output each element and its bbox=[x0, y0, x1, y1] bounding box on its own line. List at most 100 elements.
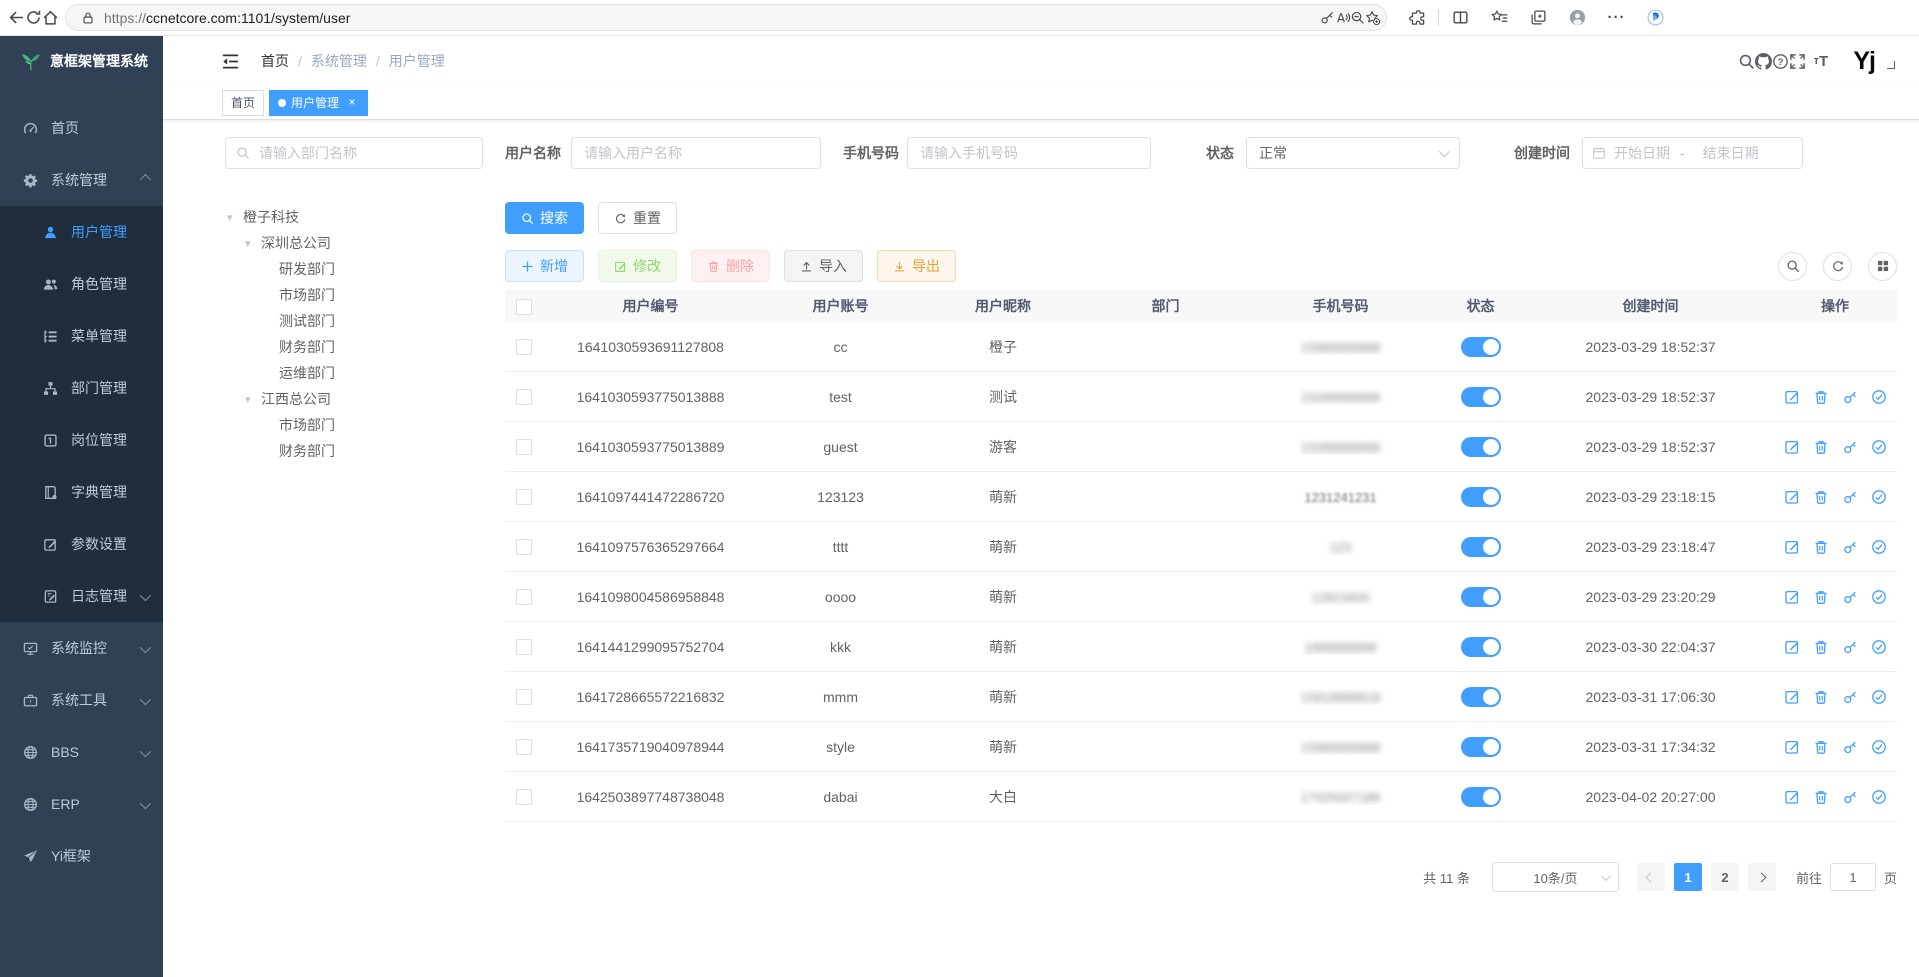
split-screen-icon[interactable] bbox=[1441, 9, 1480, 26]
sidebar-item-BBS[interactable]: BBS bbox=[0, 726, 163, 778]
check-circle-icon[interactable] bbox=[1871, 739, 1887, 755]
sidebar-item-Yi框架[interactable]: Yi框架 bbox=[0, 830, 163, 882]
status-toggle[interactable] bbox=[1460, 386, 1501, 407]
sidebar-item-参数设置[interactable]: 参数设置 bbox=[0, 518, 163, 570]
trash-icon[interactable] bbox=[1813, 389, 1829, 405]
import-button[interactable]: 导入 bbox=[784, 250, 863, 282]
trash-icon[interactable] bbox=[1813, 639, 1829, 655]
edit-icon[interactable] bbox=[1784, 739, 1800, 755]
search-button[interactable]: 搜索 bbox=[505, 202, 584, 234]
row-checkbox[interactable] bbox=[516, 589, 532, 606]
tree-node-财务部门[interactable]: 财务部门 bbox=[225, 334, 483, 360]
check-circle-icon[interactable] bbox=[1871, 589, 1887, 605]
edit-icon[interactable] bbox=[1784, 789, 1800, 805]
row-checkbox[interactable] bbox=[516, 639, 532, 656]
trash-icon[interactable] bbox=[1813, 439, 1829, 455]
tree-node-运维部门[interactable]: 运维部门 bbox=[225, 360, 483, 386]
status-toggle[interactable] bbox=[1460, 786, 1501, 807]
sidebar-item-系统管理[interactable]: 系统管理 bbox=[0, 154, 163, 206]
key-icon[interactable] bbox=[1842, 439, 1858, 455]
key-icon[interactable] bbox=[1842, 389, 1858, 405]
check-circle-icon[interactable] bbox=[1871, 689, 1887, 705]
tree-node-研发部门[interactable]: 研发部门 bbox=[225, 256, 483, 282]
date-range-picker[interactable]: 开始日期 - 结束日期 bbox=[1582, 137, 1803, 169]
sidebar-item-岗位管理[interactable]: 岗位管理 bbox=[0, 414, 163, 466]
user-avatar[interactable]: Yj bbox=[1853, 46, 1876, 75]
page-button-2[interactable]: 2 bbox=[1710, 863, 1739, 891]
row-checkbox[interactable] bbox=[516, 339, 532, 356]
reset-button[interactable]: 重置 bbox=[598, 202, 677, 234]
status-toggle[interactable] bbox=[1460, 436, 1501, 457]
add-button[interactable]: 新增 bbox=[505, 250, 584, 282]
sidebar-item-部门管理[interactable]: 部门管理 bbox=[0, 362, 163, 414]
sidebar-item-首页[interactable]: 首页 bbox=[0, 102, 163, 154]
tree-node-市场部门[interactable]: 市场部门 bbox=[225, 282, 483, 308]
status-toggle[interactable] bbox=[1460, 536, 1501, 557]
trash-icon[interactable] bbox=[1813, 539, 1829, 555]
read-aloud-icon[interactable] bbox=[1335, 10, 1350, 25]
next-page-button[interactable] bbox=[1747, 863, 1776, 891]
edit-icon[interactable] bbox=[1784, 489, 1800, 505]
row-checkbox[interactable] bbox=[516, 489, 532, 506]
sidebar-item-系统工具[interactable]: 系统工具 bbox=[0, 674, 163, 726]
goto-page-input[interactable] bbox=[1829, 863, 1876, 891]
status-toggle[interactable] bbox=[1460, 336, 1501, 357]
tree-node-江西总公司[interactable]: ▾ 江西总公司 bbox=[225, 386, 483, 412]
chevron-down-icon[interactable] bbox=[1887, 61, 1895, 69]
sidebar-item-用户管理[interactable]: 用户管理 bbox=[0, 206, 163, 258]
sidebar-item-角色管理[interactable]: 角色管理 bbox=[0, 258, 163, 310]
tree-node-橙子科技[interactable]: ▾ 橙子科技 bbox=[225, 204, 483, 230]
dept-search-input[interactable] bbox=[257, 144, 472, 162]
address-bar[interactable]: https://ccnetcore.com:1101/system/user bbox=[65, 4, 1387, 31]
browser-back-icon[interactable] bbox=[8, 9, 25, 26]
page-button-1[interactable]: 1 bbox=[1673, 863, 1702, 891]
trash-icon[interactable] bbox=[1813, 689, 1829, 705]
edit-icon[interactable] bbox=[1784, 539, 1800, 555]
tree-node-市场部门[interactable]: 市场部门 bbox=[225, 412, 483, 438]
header-search-icon[interactable] bbox=[1738, 53, 1755, 70]
column-settings-button[interactable] bbox=[1868, 251, 1897, 281]
browser-profile-icon[interactable] bbox=[1569, 9, 1586, 26]
key-icon[interactable] bbox=[1842, 489, 1858, 505]
key-icon[interactable] bbox=[1842, 739, 1858, 755]
trash-icon[interactable] bbox=[1813, 739, 1829, 755]
tab-home[interactable]: 首页 bbox=[222, 89, 265, 116]
collections-icon[interactable] bbox=[1519, 9, 1558, 26]
row-checkbox[interactable] bbox=[516, 539, 532, 556]
extensions-icon[interactable] bbox=[1397, 9, 1436, 26]
key-icon[interactable] bbox=[1842, 789, 1858, 805]
status-toggle[interactable] bbox=[1460, 736, 1501, 757]
status-toggle[interactable] bbox=[1460, 636, 1501, 657]
username-input[interactable] bbox=[571, 137, 821, 169]
status-toggle[interactable] bbox=[1460, 486, 1501, 507]
add-favorite-icon[interactable] bbox=[1365, 10, 1380, 25]
phone-input[interactable] bbox=[907, 137, 1151, 169]
browser-home-icon[interactable] bbox=[42, 9, 59, 26]
fullscreen-icon[interactable] bbox=[1789, 53, 1806, 70]
check-circle-icon[interactable] bbox=[1871, 639, 1887, 655]
key-icon[interactable] bbox=[1842, 689, 1858, 705]
page-size-select[interactable]: 10条/页 bbox=[1491, 862, 1619, 892]
edit-icon[interactable] bbox=[1784, 639, 1800, 655]
browser-reload-icon[interactable] bbox=[25, 9, 42, 26]
edit-icon[interactable] bbox=[1784, 689, 1800, 705]
tree-node-深圳总公司[interactable]: ▾ 深圳总公司 bbox=[225, 230, 483, 256]
row-checkbox[interactable] bbox=[516, 689, 532, 706]
check-circle-icon[interactable] bbox=[1871, 789, 1887, 805]
status-toggle[interactable] bbox=[1460, 686, 1501, 707]
row-checkbox[interactable] bbox=[516, 439, 532, 456]
sidebar-item-ERP[interactable]: ERP bbox=[0, 778, 163, 830]
favorites-icon[interactable] bbox=[1480, 9, 1519, 26]
check-circle-icon[interactable] bbox=[1871, 539, 1887, 555]
check-circle-icon[interactable] bbox=[1871, 439, 1887, 455]
status-select[interactable]: 正常 bbox=[1246, 137, 1460, 169]
github-icon[interactable] bbox=[1755, 52, 1773, 70]
browser-menu-icon[interactable]: ··· bbox=[1607, 9, 1626, 26]
delete-button[interactable]: 删除 bbox=[691, 250, 770, 282]
status-toggle[interactable] bbox=[1460, 586, 1501, 607]
row-checkbox[interactable] bbox=[516, 739, 532, 756]
row-checkbox[interactable] bbox=[516, 789, 532, 806]
zoom-out-icon[interactable] bbox=[1350, 10, 1365, 25]
tree-node-财务部门[interactable]: 财务部门 bbox=[225, 438, 483, 464]
